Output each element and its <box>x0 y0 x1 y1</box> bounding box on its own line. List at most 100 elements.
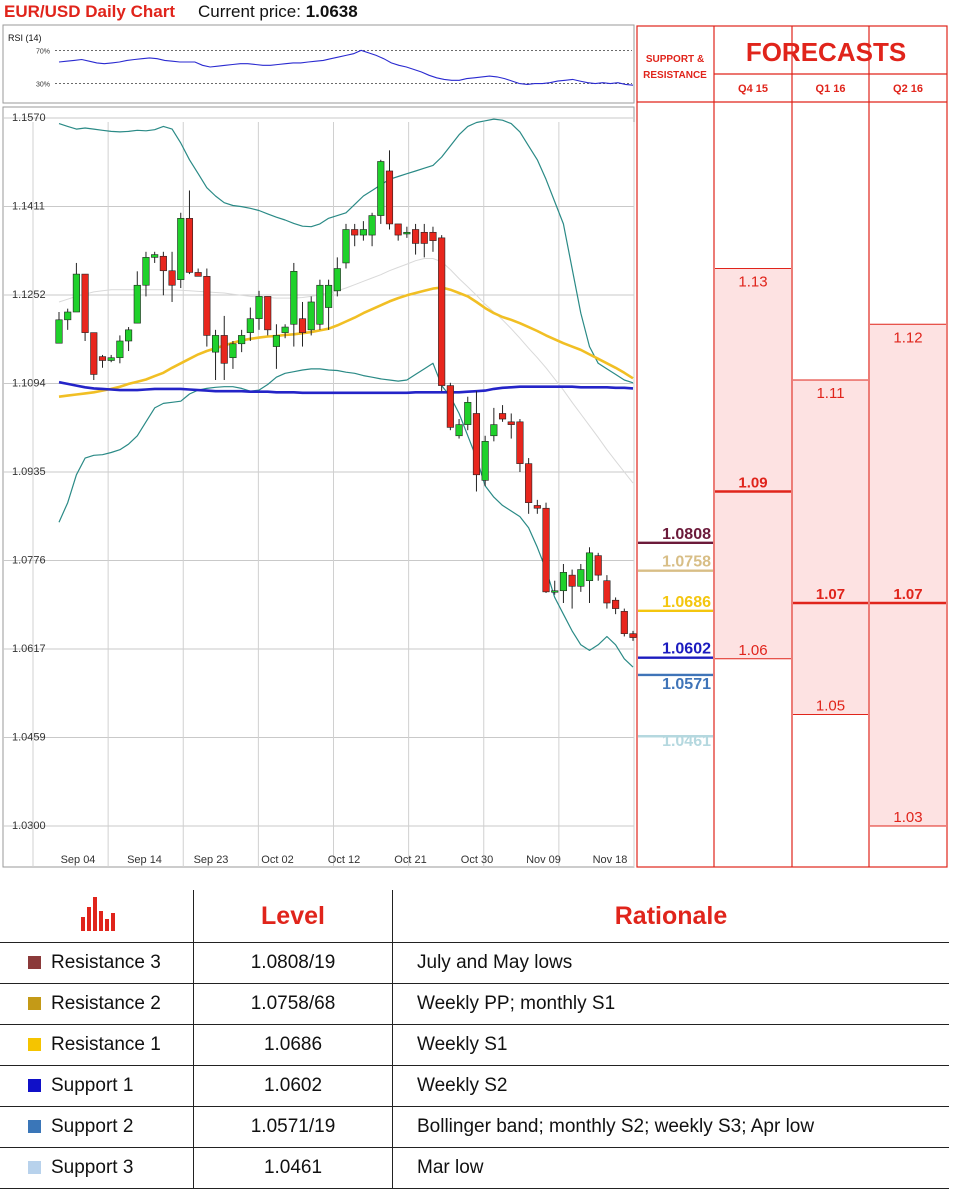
candle-body <box>333 268 341 292</box>
forecast-range <box>793 380 868 715</box>
chart-title: EUR/USD Daily Chart <box>4 2 175 21</box>
candle-body <box>185 218 194 273</box>
forecast-column-label: Q2 16 <box>893 83 923 95</box>
x-tick-label: Oct 02 <box>261 854 293 866</box>
table-row: Support 2 1.0571/19 Bollinger band; mont… <box>0 1106 949 1148</box>
sr-level-label: 1.0461 <box>662 733 711 750</box>
indicator-lines <box>58 118 634 668</box>
level-value: 1.0758/68 <box>193 983 393 1025</box>
candle-body <box>64 311 72 321</box>
candle-body <box>438 237 446 386</box>
candle-body <box>281 326 289 333</box>
level-rationale: Weekly S1 <box>392 1024 949 1066</box>
candle-body <box>116 340 124 359</box>
sr-level-label: 1.0758 <box>662 554 711 571</box>
rationale-header: Rationale <box>392 890 949 943</box>
x-tick-label: Oct 21 <box>394 854 426 866</box>
candle-body <box>464 402 472 425</box>
candle-body <box>325 284 333 308</box>
x-tick-label: Sep 04 <box>61 854 96 866</box>
level-swatch <box>28 1120 41 1133</box>
candle-body <box>159 255 167 272</box>
candle-body <box>620 611 628 634</box>
current-price: Current price: 1.0638 <box>198 1 358 23</box>
candle-body <box>316 284 324 325</box>
rsi-panel <box>2 24 635 104</box>
forecast-mid-label: 1.09 <box>738 475 767 492</box>
sr-level-label: 1.0808 <box>662 526 711 543</box>
forecast-low-label: 1.03 <box>893 809 922 826</box>
level-value: 1.0686 <box>193 1024 393 1066</box>
candle-body <box>298 318 307 333</box>
candle-body <box>72 273 80 313</box>
forecast-panel: SUPPORT & RESISTANCE FORECASTS Q4 15 1.13 1.0… <box>636 25 948 868</box>
level-swatch <box>28 1161 41 1174</box>
candle-body <box>533 505 541 509</box>
price-panel <box>2 106 635 868</box>
level-name-cell: Resistance 1 <box>0 1024 194 1066</box>
candle-body <box>177 218 185 280</box>
candle-body <box>525 463 533 503</box>
candle-body <box>429 231 437 241</box>
candle-body <box>98 356 107 361</box>
forecast-mid-label: 1.07 <box>893 586 922 603</box>
level-name: Resistance 3 <box>51 952 161 973</box>
candle-body <box>290 271 298 325</box>
candle-body <box>507 421 515 425</box>
candle-body <box>420 231 428 244</box>
candles <box>55 150 637 641</box>
candle-body <box>151 254 159 258</box>
level-rationale: Weekly PP; monthly S1 <box>392 983 949 1025</box>
candle-body <box>568 574 576 587</box>
level-rationale: Mar low <box>392 1147 949 1189</box>
table-row: Resistance 3 1.0808/19 July and May lows <box>0 942 949 984</box>
candle-body <box>307 301 315 331</box>
forecast-low-label: 1.06 <box>738 642 767 659</box>
candle-body <box>264 296 272 331</box>
candle-body <box>612 599 620 609</box>
candle-body <box>90 332 98 375</box>
candle-body <box>577 569 585 587</box>
level-swatch <box>28 1038 41 1051</box>
forecast-range <box>870 324 946 826</box>
candle-body <box>498 413 507 420</box>
candle-body <box>246 318 254 333</box>
sr-header-line1: SUPPORT & <box>646 54 704 65</box>
candle-body <box>551 590 559 593</box>
candle-body <box>351 229 359 236</box>
level-name: Support 1 <box>51 1075 134 1096</box>
level-name-cell: Resistance 2 <box>0 983 194 1025</box>
level-name-cell: Resistance 3 <box>0 942 194 984</box>
forecast-high-label: 1.12 <box>893 329 922 346</box>
candle-body <box>211 335 220 353</box>
chart: RSI (14)70%30% 1.15701.14111.12521.10941… <box>2 24 948 868</box>
current-price-label: Current price: <box>198 2 301 21</box>
candle-body <box>472 413 481 476</box>
x-tick-label: Nov 18 <box>593 854 628 866</box>
forecast-column-label: Q1 16 <box>816 83 846 95</box>
y-tick-label: 1.1570 <box>12 112 46 124</box>
level-value: 1.0602 <box>193 1065 393 1107</box>
candle-body <box>542 507 550 593</box>
level-name-cell: Support 1 <box>0 1065 194 1107</box>
candle-body <box>394 223 402 236</box>
candle-body <box>585 552 594 582</box>
sr-header-line2: RESISTANCE <box>643 70 707 81</box>
forecast-high-label: 1.13 <box>738 274 767 291</box>
candle-body <box>490 424 498 437</box>
rsi-line <box>58 49 634 86</box>
candle-body <box>412 229 420 244</box>
forecast-high-label: 1.11 <box>816 385 844 402</box>
level-rationale: Weekly S2 <box>392 1065 949 1107</box>
candle-body <box>342 229 350 264</box>
candle-body <box>603 580 611 604</box>
candle-body <box>559 572 567 592</box>
candle-body <box>168 270 176 286</box>
candle-body <box>125 329 133 342</box>
forecast-low-label: 1.05 <box>816 698 845 715</box>
candle-body <box>385 170 394 225</box>
candle-body <box>81 273 89 333</box>
candle-body <box>55 319 63 344</box>
table-header-row: Level Rationale <box>0 890 949 943</box>
candle-body <box>194 272 202 277</box>
